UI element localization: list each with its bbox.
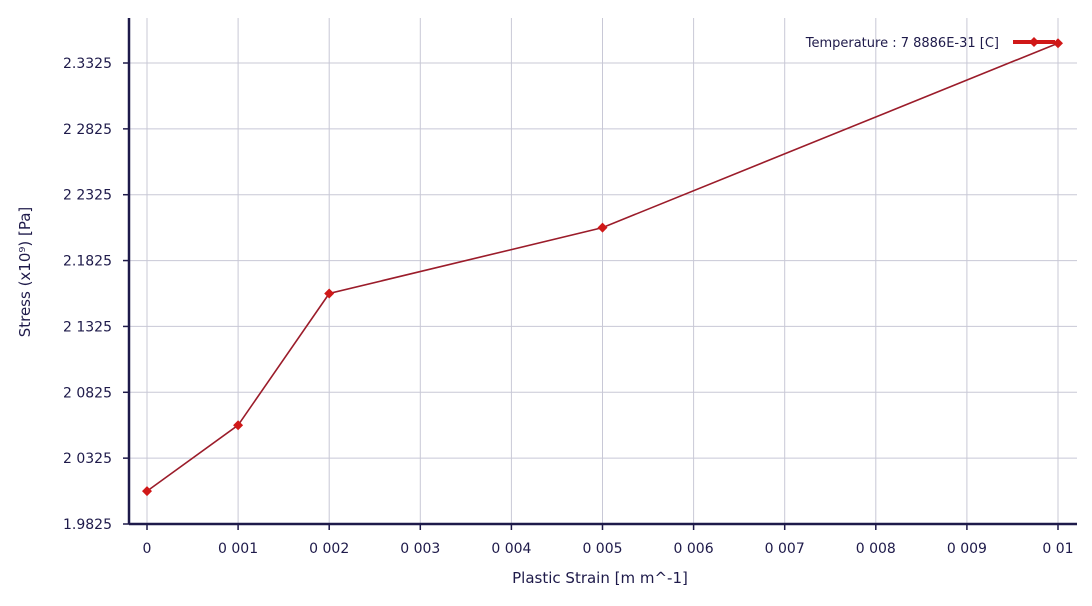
- y-tick-label: 2 2825: [63, 122, 112, 138]
- x-tick-label: 0 004: [491, 541, 531, 557]
- data-point-marker: [1053, 38, 1063, 49]
- legend-label: Temperature : 7 8886E-31 [C]: [805, 36, 999, 51]
- x-tick-label: 0 01: [1042, 541, 1073, 557]
- ticks-layer: 0 0 001 0 002 0 003 0 004 0 005 0 006 0 007 0 00…: [63, 56, 1074, 557]
- data-point-marker: [142, 486, 152, 497]
- data-point-marker: [233, 420, 244, 431]
- legend: Temperature : 7 8886E-31 [C]: [805, 36, 1055, 51]
- x-tick-label: 0 007: [765, 541, 805, 557]
- x-tick-label: 0 006: [674, 541, 714, 557]
- x-tick-label: 0 002: [309, 541, 349, 557]
- y-tick-label: 1.9825: [63, 517, 112, 533]
- y-tick-label: 2 0825: [63, 385, 112, 401]
- x-tick-label: 0 009: [947, 541, 987, 557]
- x-tick-label: 0 008: [856, 541, 896, 557]
- legend-marker-swatch: [1029, 37, 1039, 47]
- y-tick-label: 2 0325: [63, 451, 112, 467]
- y-tick-label: 2 1325: [63, 319, 112, 335]
- data-point-marker: [597, 222, 608, 233]
- x-tick-label: 0 001: [218, 541, 258, 557]
- y-tick-label: 2.1825: [63, 254, 112, 270]
- y-tick-label: 2.3325: [63, 56, 112, 72]
- y-tick-label: 2 2325: [63, 188, 112, 204]
- series-layer: [142, 38, 1063, 497]
- x-tick-label: 0 003: [400, 541, 440, 557]
- data-point-marker: [324, 288, 335, 299]
- y-axis-title: Stress (x10⁹) [Pa]: [16, 207, 34, 338]
- x-tick-label: 0 005: [582, 541, 622, 557]
- grid-layer: [129, 18, 1077, 525]
- x-axis-title: Plastic Strain [m m^-1]: [512, 569, 688, 587]
- x-tick-label: 0: [143, 541, 152, 557]
